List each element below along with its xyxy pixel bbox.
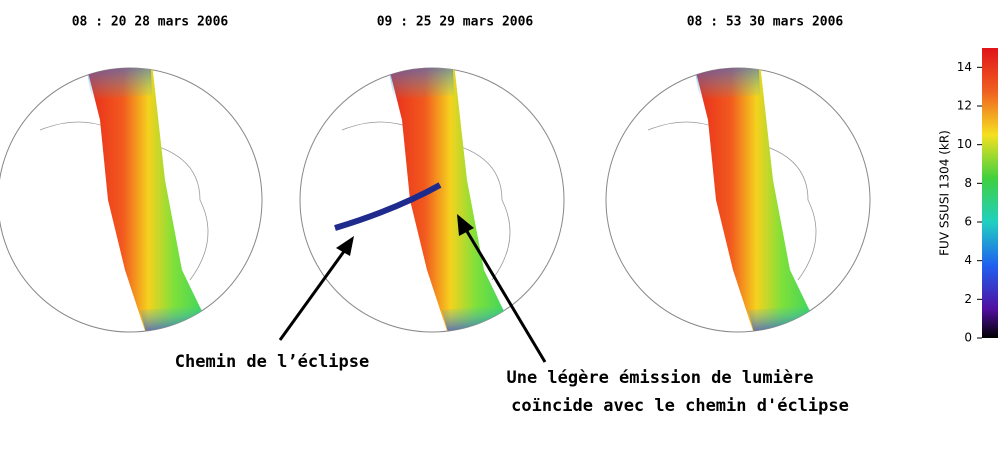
tick-label: 0 <box>964 331 972 345</box>
panel-title: 09 : 25 29 mars 2006 <box>377 15 534 30</box>
tick-label: 8 <box>964 176 972 190</box>
annotation: Une légère émission de lumière <box>506 368 813 388</box>
swath-cap <box>140 305 212 332</box>
tick-label: 6 <box>964 215 972 229</box>
panel-title: 08 : 53 30 mars 2006 <box>687 15 844 30</box>
swath <box>39 68 212 332</box>
tick-label: 12 <box>957 99 972 113</box>
colorbar-label: FUV SSUSI 1304 (kR) <box>938 130 952 256</box>
swath-cap <box>387 68 454 100</box>
swath-cap <box>442 305 514 332</box>
swath <box>341 68 514 332</box>
annotation: coïncide avec le chemin d'éclipse <box>511 396 849 416</box>
tick-label: 10 <box>957 137 972 151</box>
colorbar <box>982 48 998 338</box>
arrows <box>278 214 547 363</box>
swath-cap <box>693 68 760 100</box>
coastline <box>341 121 511 281</box>
panel-title: 08 : 20 28 mars 2006 <box>72 15 229 30</box>
swath <box>647 68 820 332</box>
globes <box>0 67 871 333</box>
swath-cap <box>748 305 820 332</box>
coastline <box>39 121 209 281</box>
swath-band <box>693 68 820 332</box>
eclipse-path <box>334 182 442 231</box>
tick-label: 14 <box>957 60 972 74</box>
tick-label: 2 <box>964 292 972 306</box>
swath-cap <box>85 68 152 100</box>
colorbar-ticks: 0 2 4 6 8 10 12 14 <box>957 60 982 345</box>
tick-label: 4 <box>964 253 972 267</box>
swath-band <box>387 68 514 332</box>
swath-band <box>85 68 212 332</box>
coastline <box>647 121 817 281</box>
annotation: Chemin de l’éclipse <box>175 352 369 372</box>
